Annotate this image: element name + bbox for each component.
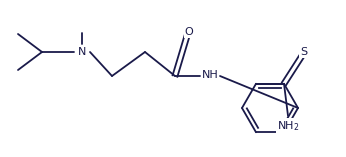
Text: NH$_2$: NH$_2$ [277, 119, 299, 133]
Text: S: S [300, 47, 308, 57]
Text: N: N [78, 47, 86, 57]
Text: NH: NH [202, 70, 218, 80]
Text: O: O [185, 27, 193, 37]
